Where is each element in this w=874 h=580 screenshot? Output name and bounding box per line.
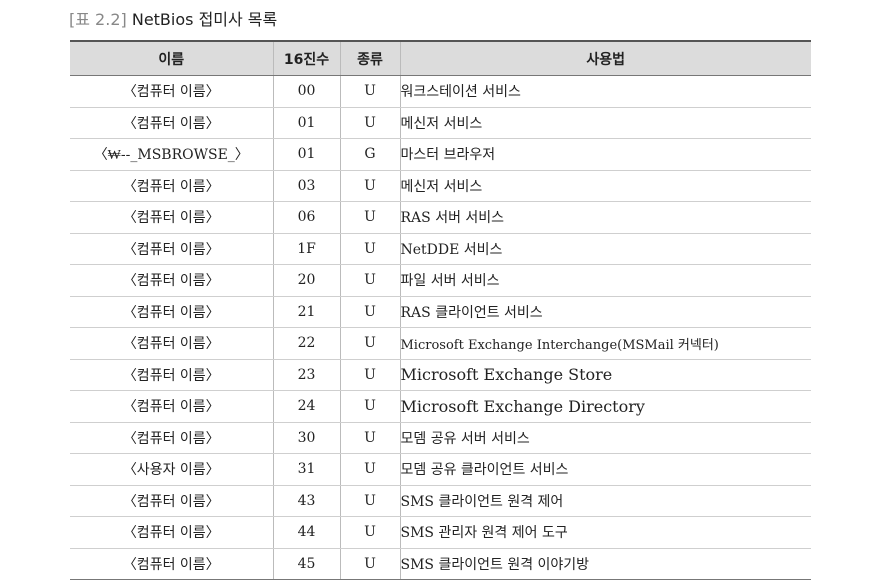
usage-cell: SMS 클라이언트 원격 제어	[399, 485, 811, 517]
type-cell: U	[339, 75, 400, 108]
usage-cell: Microsoft Exchange Store	[399, 359, 811, 391]
name-cell: 〈컴퓨터 이름〉	[70, 359, 273, 391]
usage-cell: Microsoft Exchange Interchange(MSMail 커넥…	[399, 327, 811, 360]
name-cell: 〈컴퓨터 이름〉	[70, 201, 273, 234]
name-cell: 〈컴퓨터 이름〉	[70, 422, 273, 454]
name-cell: 〈컴퓨터 이름〉	[70, 390, 273, 423]
hex-cell: 45	[272, 548, 340, 580]
type-cell: U	[339, 548, 400, 580]
type-cell: U	[339, 264, 400, 297]
name-cell: 〈사용자 이름〉	[70, 453, 273, 486]
name-cell: 〈컴퓨터 이름〉	[70, 548, 273, 580]
name-cell: 〈₩--_MSBROWSE_〉	[70, 138, 273, 171]
table-row: 〈컴퓨터 이름〉 1F U NetDDE 서비스	[70, 233, 811, 265]
table-row: 〈컴퓨터 이름〉 03 U 메신저 서비스	[70, 170, 811, 202]
hex-cell: 31	[272, 453, 340, 486]
table-row: 〈컴퓨터 이름〉 23 U Microsoft Exchange Store	[70, 359, 811, 391]
name-cell: 〈컴퓨터 이름〉	[70, 516, 273, 549]
type-cell: U	[339, 422, 400, 454]
header-usage: 사용법	[399, 40, 811, 76]
table-row: 〈컴퓨터 이름〉 01 U 메신저 서비스	[70, 107, 811, 139]
usage-cell: RAS 클라이언트 서비스	[399, 296, 811, 328]
hex-cell: 20	[272, 264, 340, 297]
type-cell: U	[339, 107, 400, 139]
type-cell: U	[339, 516, 400, 549]
table-title: NetBios 접미사 목록	[131, 10, 278, 29]
hex-cell: 24	[272, 390, 340, 423]
name-cell: 〈컴퓨터 이름〉	[70, 170, 273, 202]
table-row: 〈컴퓨터 이름〉 00 U 워크스테이션 서비스	[70, 75, 811, 108]
table-row: 〈컴퓨터 이름〉 22 U Microsoft Exchange Interchang…	[70, 327, 811, 360]
header-type: 종류	[339, 40, 400, 76]
header-row: 이름 16진수 종류 사용법	[70, 40, 811, 76]
name-cell: 〈컴퓨터 이름〉	[70, 264, 273, 297]
hex-cell: 01	[272, 138, 340, 171]
name-cell: 〈컴퓨터 이름〉	[70, 327, 273, 360]
type-cell: G	[339, 138, 400, 171]
type-cell: U	[339, 390, 400, 423]
usage-cell: SMS 클라이언트 원격 이야기방	[399, 548, 811, 580]
usage-cell: 메신저 서비스	[399, 170, 811, 202]
hex-cell: 21	[272, 296, 340, 328]
name-cell: 〈컴퓨터 이름〉	[70, 233, 273, 265]
table-row: 〈사용자 이름〉 31 U 모뎀 공유 클라이언트 서비스	[70, 453, 811, 486]
usage-cell: 메신저 서비스	[399, 107, 811, 139]
usage-cell: SMS 관리자 원격 제어 도구	[399, 516, 811, 549]
table-caption: [표 2.2] NetBios 접미사 목록	[69, 8, 277, 32]
name-cell: 〈컴퓨터 이름〉	[70, 107, 273, 139]
type-cell: U	[339, 170, 400, 202]
name-cell: 〈컴퓨터 이름〉	[70, 75, 273, 108]
hex-cell: 06	[272, 201, 340, 234]
table-row: 〈컴퓨터 이름〉 20 U 파일 서버 서비스	[70, 264, 811, 297]
type-cell: U	[339, 327, 400, 360]
usage-cell: NetDDE 서비스	[399, 233, 811, 265]
table-header: 이름 16진수 종류 사용법	[70, 40, 811, 76]
hex-cell: 43	[272, 485, 340, 517]
type-cell: U	[339, 485, 400, 517]
table-body: 〈컴퓨터 이름〉 00 U 워크스테이션 서비스 〈컴퓨터 이름〉 01 U 메신저 서비스 〈…	[70, 75, 811, 580]
table-number: [표 2.2]	[69, 10, 127, 29]
type-cell: U	[339, 201, 400, 234]
netbios-suffix-table: 이름 16진수 종류 사용법 〈컴퓨터 이름〉 00 U 워크스테이션 서비스 〈컴퓨터…	[70, 40, 811, 580]
header-name: 이름	[70, 40, 273, 76]
table-row: 〈₩--_MSBROWSE_〉 01 G 마스터 브라우저	[70, 138, 811, 171]
header-hex: 16진수	[272, 40, 340, 76]
hex-cell: 03	[272, 170, 340, 202]
usage-cell: 워크스테이션 서비스	[399, 75, 811, 108]
type-cell: U	[339, 233, 400, 265]
hex-cell: 00	[272, 75, 340, 108]
table-row: 〈컴퓨터 이름〉 44 U SMS 관리자 원격 제어 도구	[70, 516, 811, 549]
name-cell: 〈컴퓨터 이름〉	[70, 485, 273, 517]
table-row: 〈컴퓨터 이름〉 06 U RAS 서버 서비스	[70, 201, 811, 234]
table-row: 〈컴퓨터 이름〉 30 U 모뎀 공유 서버 서비스	[70, 422, 811, 454]
type-cell: U	[339, 359, 400, 391]
hex-cell: 30	[272, 422, 340, 454]
hex-cell: 22	[272, 327, 340, 360]
name-cell: 〈컴퓨터 이름〉	[70, 296, 273, 328]
table-row: 〈컴퓨터 이름〉 43 U SMS 클라이언트 원격 제어	[70, 485, 811, 517]
usage-cell: 파일 서버 서비스	[399, 264, 811, 297]
hex-cell: 23	[272, 359, 340, 391]
usage-cell: 모뎀 공유 서버 서비스	[399, 422, 811, 454]
table-row: 〈컴퓨터 이름〉 45 U SMS 클라이언트 원격 이야기방	[70, 548, 811, 580]
usage-cell: 마스터 브라우저	[399, 138, 811, 171]
table-row: 〈컴퓨터 이름〉 21 U RAS 클라이언트 서비스	[70, 296, 811, 328]
hex-cell: 01	[272, 107, 340, 139]
usage-cell: RAS 서버 서비스	[399, 201, 811, 234]
usage-cell: 모뎀 공유 클라이언트 서비스	[399, 453, 811, 486]
table-row: 〈컴퓨터 이름〉 24 U Microsoft Exchange Directory	[70, 390, 811, 423]
usage-cell: Microsoft Exchange Directory	[399, 390, 811, 423]
type-cell: U	[339, 453, 400, 486]
hex-cell: 1F	[272, 233, 340, 265]
type-cell: U	[339, 296, 400, 328]
hex-cell: 44	[272, 516, 340, 549]
